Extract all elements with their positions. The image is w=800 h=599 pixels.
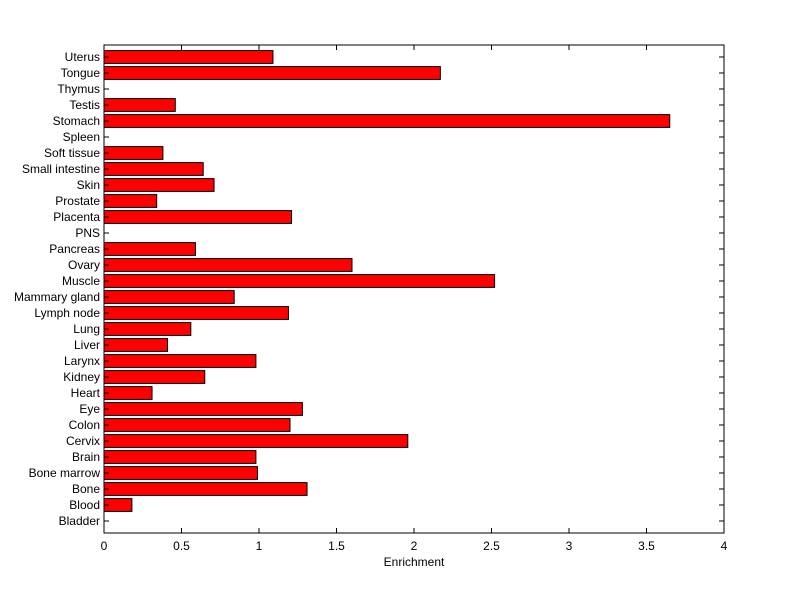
y-tick-label: Skin xyxy=(77,178,100,192)
bar-kidney xyxy=(103,370,206,384)
bar-small-intestine xyxy=(103,162,204,176)
bar-bone-marrow xyxy=(103,466,258,480)
bar-muscle xyxy=(103,274,496,288)
bar-eye xyxy=(103,402,303,416)
x-tick-labels: 0 0.5 1 1.5 2 2.5 3 3.5 4 xyxy=(101,539,728,553)
bar-tongue xyxy=(103,66,441,80)
bar-skin xyxy=(103,178,215,192)
bar-ovary xyxy=(103,258,353,272)
y-tick-label: Lung xyxy=(73,322,100,336)
bar-colon xyxy=(103,418,291,432)
y-tick-label: Larynx xyxy=(64,354,100,368)
ticks-group xyxy=(103,45,725,533)
bar-mammary-gland xyxy=(103,290,235,304)
y-tick-label: Bone marrow xyxy=(29,466,101,480)
bar-pancreas xyxy=(103,242,196,256)
x-tick-label: 3 xyxy=(566,539,573,553)
y-tick-label: Pancreas xyxy=(49,242,100,256)
y-tick-label: PNS xyxy=(75,226,100,240)
y-tick-label: Mammary gland xyxy=(14,290,100,304)
y-tick-label: Lymph node xyxy=(34,306,100,320)
y-tick-label: Uterus xyxy=(65,50,100,64)
x-tick-label: 2.5 xyxy=(483,539,500,553)
y-tick-label: Small intestine xyxy=(22,162,100,176)
y-tick-label: Spleen xyxy=(63,130,100,144)
bar-stomach xyxy=(103,114,671,128)
bar-lung xyxy=(103,322,192,336)
y-tick-label: Stomach xyxy=(53,114,100,128)
y-tick-label: Thymus xyxy=(57,82,100,96)
y-tick-label: Testis xyxy=(69,98,100,112)
bar-prostate xyxy=(103,194,158,208)
bar-liver xyxy=(103,338,169,352)
x-tick-label: 1.5 xyxy=(328,539,345,553)
bar-larynx xyxy=(103,354,257,368)
bar-soft-tissue xyxy=(103,146,164,160)
y-tick-label: Placenta xyxy=(53,210,100,224)
y-tick-label: Bladder xyxy=(59,514,100,528)
bars-group xyxy=(103,50,671,512)
y-tick-label: Cervix xyxy=(66,434,100,448)
y-tick-label: Tongue xyxy=(61,66,101,80)
y-tick-label: Prostate xyxy=(55,194,100,208)
y-tick-label: Ovary xyxy=(68,258,100,272)
y-tick-label: Muscle xyxy=(62,274,100,288)
x-axis-label: Enrichment xyxy=(384,555,445,569)
x-tick-label: 2 xyxy=(411,539,418,553)
y-tick-label: Kidney xyxy=(63,370,100,384)
y-tick-label: Brain xyxy=(72,450,100,464)
x-tick-label: 0.5 xyxy=(173,539,190,553)
bar-testis xyxy=(103,98,176,112)
x-tick-label: 0 xyxy=(101,539,108,553)
y-tick-labels: Bladder Blood Bone Bone marrow Brain Cervix Co… xyxy=(14,50,101,528)
y-tick-label: Heart xyxy=(71,386,101,400)
y-tick-label: Colon xyxy=(69,418,100,432)
x-tick-label: 1 xyxy=(256,539,263,553)
bar-brain xyxy=(103,450,257,464)
bar-heart xyxy=(103,386,153,400)
bar-cervix xyxy=(103,434,409,448)
y-tick-label: Soft tissue xyxy=(44,146,100,160)
bar-uterus xyxy=(103,50,274,64)
y-tick-label: Bone xyxy=(72,482,100,496)
bar-lymph-node xyxy=(103,306,289,320)
bar-bone xyxy=(103,482,308,496)
bar-placenta xyxy=(103,210,293,224)
y-tick-label: Eye xyxy=(79,402,100,416)
x-tick-label: 3.5 xyxy=(638,539,655,553)
y-tick-label: Blood xyxy=(69,498,100,512)
y-tick-label: Liver xyxy=(74,338,100,352)
x-tick-label: 4 xyxy=(721,539,728,553)
